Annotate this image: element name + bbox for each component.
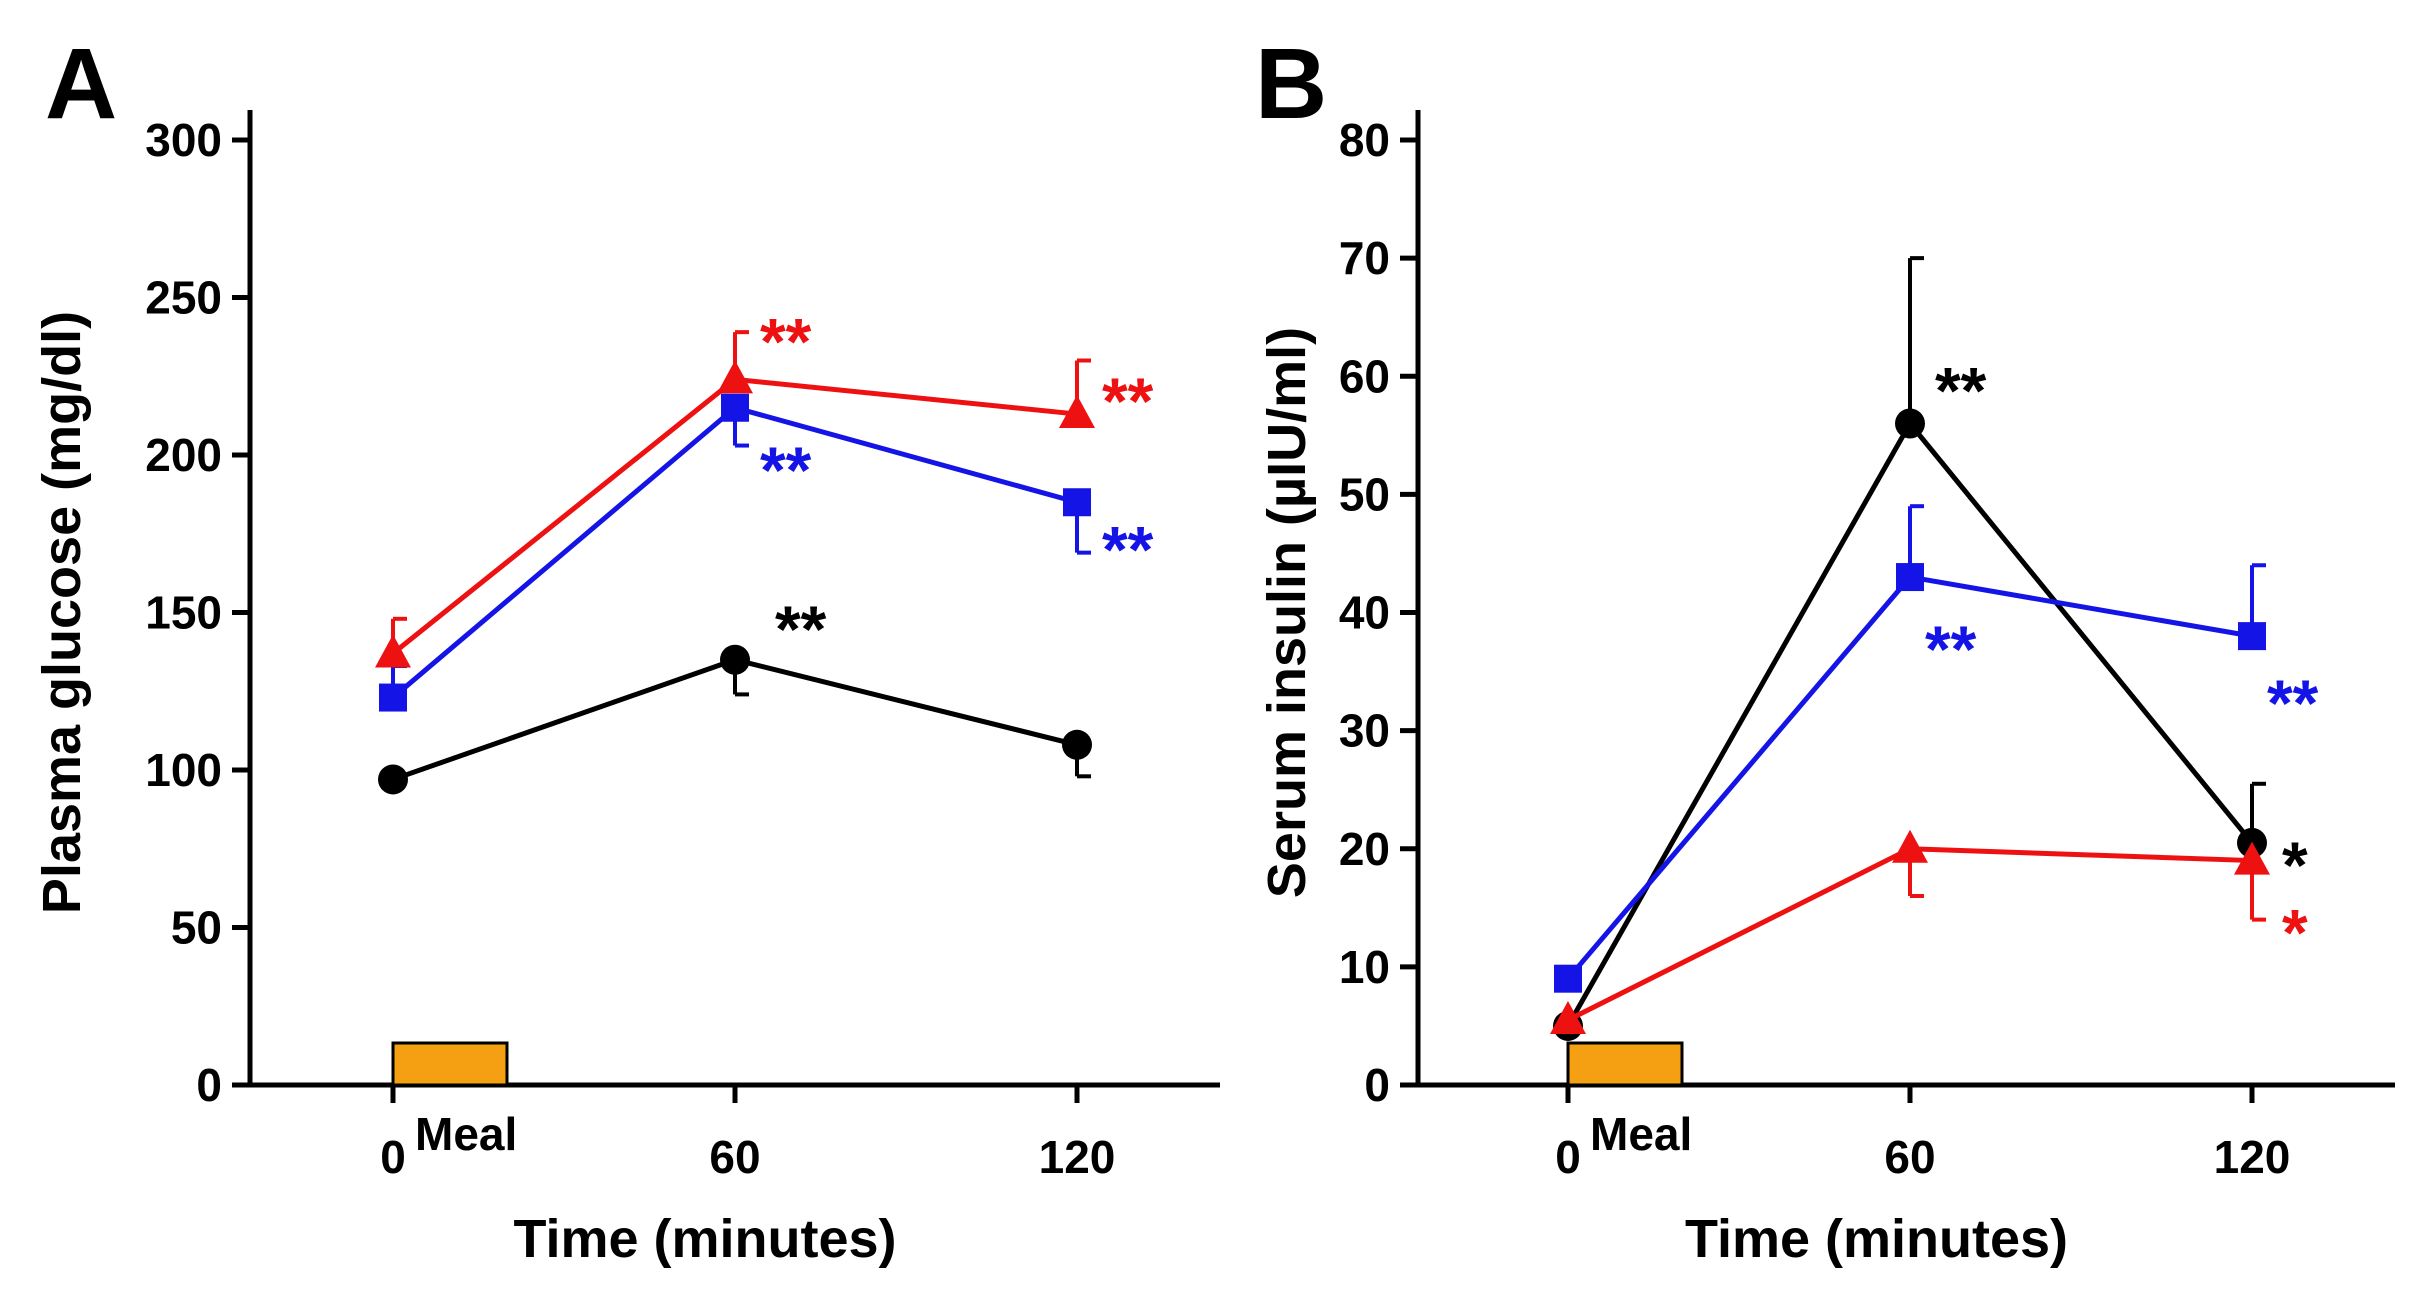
panel-b-insulin-chart: B 0 10 20 30 40 50 60 70 80 0 60 120 Time (minutes) S… <box>1255 28 2395 1269</box>
y-tick-label: 250 <box>145 272 222 324</box>
meal-bar <box>1566 1041 1684 1087</box>
significance-marker: ** <box>1935 354 1987 428</box>
panel-a-letter: A <box>45 28 117 140</box>
significance-marker: ** <box>1102 512 1154 586</box>
data-point-blue <box>721 393 749 422</box>
significance-marker: ** <box>760 433 812 507</box>
y-tick-label: 100 <box>145 744 222 796</box>
y-tick-label: 0 <box>1364 1059 1390 1111</box>
y-tick-label: 150 <box>145 587 222 639</box>
data-point-blue <box>379 683 407 712</box>
data-point-blue <box>2238 622 2266 651</box>
meal-label: Meal <box>415 1108 517 1160</box>
significance-marker: ** <box>1102 364 1154 438</box>
data-point-black <box>1895 408 1925 439</box>
panel-b-letter: B <box>1255 28 1327 140</box>
y-tick-label: 0 <box>196 1059 222 1111</box>
x-tick-label: 120 <box>1039 1131 1116 1183</box>
data-point-blue <box>1063 488 1091 517</box>
data-point-blue <box>1554 964 1582 993</box>
y-tick-label: 50 <box>1339 468 1390 520</box>
y-axis-title: Serum insulin (µIU/ml) <box>1257 327 1317 898</box>
x-tick-label: 60 <box>1884 1131 1935 1183</box>
data-point-blue <box>1896 563 1924 592</box>
data-point-red <box>717 360 753 394</box>
x-tick-label: 0 <box>380 1131 406 1183</box>
data-point-black <box>378 764 408 795</box>
meal-label: Meal <box>1590 1108 1692 1160</box>
significance-marker: ** <box>760 304 812 378</box>
y-tick-label: 60 <box>1339 350 1390 402</box>
data-point-black <box>1062 729 1092 760</box>
data-point-black <box>720 644 750 675</box>
y-tick-label: 50 <box>171 902 222 954</box>
y-tick-label: 10 <box>1339 941 1390 993</box>
y-tick-label: 80 <box>1339 114 1390 166</box>
y-tick-label: 40 <box>1339 587 1390 639</box>
data-point-red <box>375 634 411 668</box>
x-tick-label: 60 <box>709 1131 760 1183</box>
x-tick-label: 0 <box>1555 1131 1581 1183</box>
y-tick-label: 300 <box>145 114 222 166</box>
significance-marker: * <box>2282 828 2308 902</box>
significance-marker: ** <box>775 592 827 666</box>
meal-bar <box>391 1041 509 1087</box>
y-axis-title: Plasma glucose (mg/dl) <box>32 311 92 914</box>
y-tick-label: 200 <box>145 429 222 481</box>
data-point-red <box>1550 1001 1586 1035</box>
y-tick-label: 20 <box>1339 823 1390 875</box>
x-axis-title: Time (minutes) <box>513 1209 896 1269</box>
panel-a-glucose-chart: A 0 50 100 150 200 250 300 0 60 120 Time (minutes)… <box>32 28 1220 1269</box>
data-point-red <box>2234 841 2270 875</box>
y-tick-label: 70 <box>1339 232 1390 284</box>
significance-marker: * <box>2282 896 2308 970</box>
x-axis-title: Time (minutes) <box>1685 1209 2068 1269</box>
y-tick-label: 30 <box>1339 705 1390 757</box>
series-line-blue <box>1566 574 2253 981</box>
data-point-red <box>1059 395 1095 429</box>
data-point-red <box>1892 829 1928 863</box>
significance-marker: ** <box>2267 666 2319 740</box>
significance-marker: ** <box>1925 612 1977 686</box>
x-tick-label: 120 <box>2214 1131 2291 1183</box>
